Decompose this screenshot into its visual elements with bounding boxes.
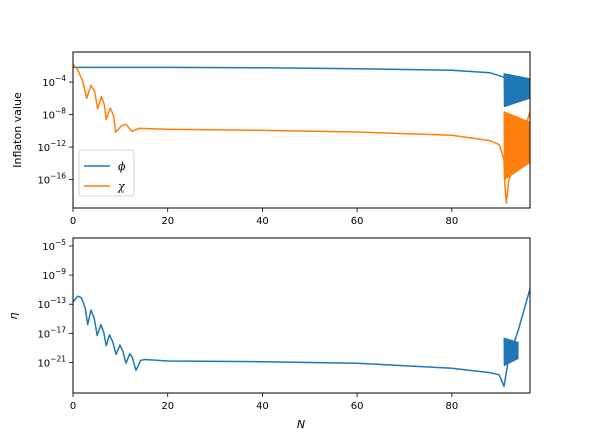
eta-x-tick-label: 80 xyxy=(445,401,458,412)
inflaton-panel: 0 20 40 60 80 10−4 10−8 10−12 10−16 Inflaton val… xyxy=(11,51,531,227)
eta-plot-area xyxy=(73,288,530,388)
eta-ticks: 0 20 40 60 80 10−5 10−9 10−13 10−17 10−21 xyxy=(37,238,458,412)
eta-y-tick-label: 10−17 xyxy=(37,325,66,340)
eta-y-tick-label: 10−21 xyxy=(37,354,66,369)
eta-panel: 0 20 40 60 80 10−5 10−9 10−13 10−17 10−21 η N xyxy=(7,237,531,431)
inflaton-x-tick-label: 80 xyxy=(445,216,458,227)
legend-label-chi: χ xyxy=(117,180,126,193)
eta-y-tick-label: 10−13 xyxy=(37,296,66,311)
eta-y-axis-label: η xyxy=(7,312,20,319)
inflaton-y-axis-label: Inflaton value xyxy=(11,92,24,168)
inflaton-x-tick-label: 60 xyxy=(351,216,364,227)
inflaton-series-1-oscillation xyxy=(503,111,530,181)
legend-label-phi: ϕ xyxy=(118,160,126,173)
inflaton-plot-area xyxy=(73,63,530,204)
eta-x-tick-label: 60 xyxy=(351,401,364,412)
inflaton-y-tick-label: 10−12 xyxy=(37,139,66,154)
inflaton-x-tick-label: 40 xyxy=(256,216,269,227)
inflaton-series-line-1 xyxy=(73,63,530,204)
legend-box xyxy=(78,149,135,197)
eta-series-line-0 xyxy=(73,288,530,388)
eta-axes-frame xyxy=(72,237,531,394)
eta-y-tick-label: 10−9 xyxy=(42,267,66,282)
inflaton-series-line-0 xyxy=(73,66,530,96)
inflaton-ticks: 0 20 40 60 80 10−4 10−8 10−12 10−16 xyxy=(37,74,458,227)
inflaton-x-tick-label: 20 xyxy=(161,216,174,227)
legend: ϕ χ xyxy=(78,149,135,197)
inflaton-x-tick-label: 0 xyxy=(70,216,76,227)
eta-x-tick-label: 20 xyxy=(161,401,174,412)
eta-series-0-oscillation xyxy=(503,337,519,367)
inflaton-axes-frame xyxy=(72,51,531,209)
inflaton-y-tick-label: 10−16 xyxy=(37,172,66,187)
x-axis-label: N xyxy=(297,418,305,431)
eta-x-tick-label: 40 xyxy=(256,401,269,412)
inflaton-y-tick-label: 10−4 xyxy=(42,74,66,89)
inflaton-y-tick-label: 10−8 xyxy=(42,107,66,122)
eta-x-tick-label: 0 xyxy=(70,401,76,412)
eta-y-tick-label: 10−5 xyxy=(42,238,66,253)
